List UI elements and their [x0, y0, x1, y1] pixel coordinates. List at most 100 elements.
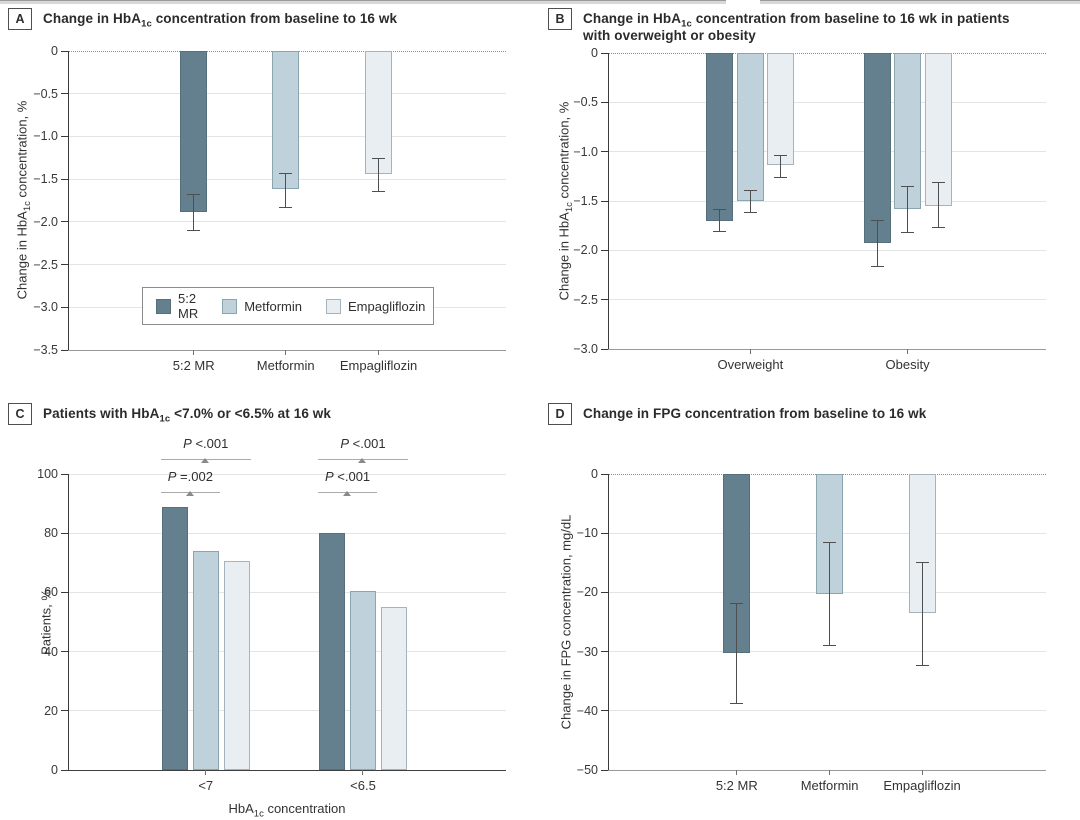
gridline: [608, 101, 1046, 103]
bar-5-2-mr: [161, 506, 188, 770]
bar-empagliflozin: [380, 607, 407, 770]
gridline: [608, 651, 1046, 653]
x-tick: [749, 349, 751, 354]
panel-a-label: A: [8, 8, 32, 30]
panel-b-header: B Change in HbA1c concentration from bas…: [548, 8, 1031, 44]
y-tick: [61, 135, 68, 137]
error-bar-line: [193, 194, 195, 231]
p-bracket-arrow-icon: [201, 458, 210, 463]
y-tick-label: −0.5: [33, 86, 58, 101]
y-tick: [601, 769, 608, 771]
error-bar-cap: [372, 190, 386, 192]
panel-c-title: Patients with HbA1c <7.0% or <6.5% at 16…: [43, 406, 331, 425]
y-tick-label: 40: [44, 644, 58, 659]
y-tick-label: −50: [576, 763, 598, 777]
panel-b: B Change in HbA1c concentration from bas…: [540, 0, 1080, 395]
y-tick-label: 20: [44, 703, 58, 718]
y-tick: [601, 651, 608, 653]
y-tick: [61, 349, 68, 351]
error-bar-line: [780, 155, 782, 178]
p-value: P =.002: [167, 469, 213, 484]
error-bar-line: [749, 190, 751, 213]
error-bar-cap: [915, 665, 929, 667]
panel-d-plot: 0 −10 −20 −30 −40 −50 5:2 MR Metformin Empaglifl…: [577, 467, 1046, 793]
x-tick-label: Metformin: [256, 358, 315, 373]
panel-c-label: C: [8, 403, 32, 425]
bar-empagliflozin: [924, 53, 952, 206]
error-bar-cap: [372, 158, 386, 160]
error-bar-line: [876, 220, 878, 267]
panel-a: A Change in HbA1c concentration from bas…: [0, 0, 540, 395]
y-axis-line: [68, 51, 69, 350]
error-bar-cap: [823, 542, 837, 544]
error-bar-line: [378, 158, 380, 192]
y-tick-label: −1.5: [33, 172, 58, 187]
panel-a-header: A Change in HbA1c concentration from bas…: [8, 8, 397, 30]
y-tick: [601, 591, 608, 593]
panel-c: C Patients with HbA1c <7.0% or <6.5% at …: [0, 395, 540, 820]
error-bar-cap: [279, 206, 293, 208]
error-bar-line: [285, 173, 287, 208]
error-bar-cap: [730, 602, 744, 604]
panel-c-header: C Patients with HbA1c <7.0% or <6.5% at …: [8, 403, 331, 425]
x-tick-label: Metformin: [800, 778, 859, 793]
bar-metformin: [894, 53, 922, 209]
error-bar-cap: [743, 189, 757, 191]
error-bar-line: [921, 562, 923, 666]
x-tick-label: Obesity: [885, 357, 930, 372]
gridline: [608, 299, 1046, 301]
x-tick: [193, 350, 195, 355]
gridline: [608, 151, 1046, 153]
bar-5-2-mr: [319, 533, 346, 770]
x-tick: [205, 770, 207, 775]
bar-metformin: [272, 51, 300, 190]
y-tick-label: −30: [576, 644, 598, 659]
x-axis-line: [608, 348, 1046, 350]
bar-empagliflozin: [908, 474, 936, 614]
panel-d-y-axis-label: Change in FPG concentration, mg/dL: [558, 514, 574, 730]
p-value: P <.001: [340, 436, 386, 451]
panel-b-title: Change in HbA1c concentration from basel…: [583, 11, 1010, 43]
y-tick-label: −0.5: [573, 95, 598, 110]
error-bar-line: [736, 603, 738, 704]
error-bar-cap: [774, 155, 788, 157]
y-tick-label: −2.5: [33, 257, 58, 272]
legend-item: Metformin: [222, 298, 302, 314]
y-tick: [601, 200, 608, 202]
bar-empagliflozin: [223, 561, 250, 770]
p-value: P <.001: [183, 436, 229, 451]
p-bracket-arrow-icon: [358, 458, 367, 463]
x-tick-label: <6.5: [350, 778, 376, 793]
legend: 5:2 MR Metformin Empagliflozin: [142, 287, 434, 325]
bar-metformin: [816, 474, 844, 594]
error-bar-cap: [713, 209, 727, 211]
bar-empagliflozin: [767, 53, 795, 166]
y-tick: [601, 101, 608, 103]
bar-metformin: [192, 550, 219, 770]
y-tick-label: −3.5: [33, 343, 58, 357]
y-tick-label: 0: [591, 467, 598, 481]
y-tick-label: 0: [51, 763, 58, 777]
y-tick-label: 60: [44, 585, 58, 600]
error-bar-cap: [915, 562, 929, 564]
x-tick-label: 5:2 MR: [715, 778, 758, 793]
error-bar-line: [907, 186, 909, 233]
error-bar-cap: [713, 231, 727, 233]
legend-swatch-52mr: [156, 298, 171, 314]
x-tick-label: Empagliflozin: [883, 778, 961, 793]
panel-c-plot: 0 20 40 60 80 100 <7 <6.5 HbA1c concentration P <…: [37, 436, 506, 819]
x-tick: [362, 770, 364, 775]
gridline: [608, 200, 1046, 202]
error-bar-cap: [279, 172, 293, 174]
legend-item: 5:2 MR: [156, 291, 198, 321]
y-tick: [601, 151, 608, 153]
error-bar-cap: [187, 194, 201, 196]
y-tick: [601, 249, 608, 251]
gridline: [68, 651, 506, 653]
x-tick: [285, 350, 287, 355]
error-bar-cap: [743, 212, 757, 214]
y-tick: [61, 93, 68, 95]
y-tick-label: −1.5: [573, 194, 598, 208]
y-tick-label: −10: [576, 526, 598, 541]
gridline: [68, 264, 506, 266]
